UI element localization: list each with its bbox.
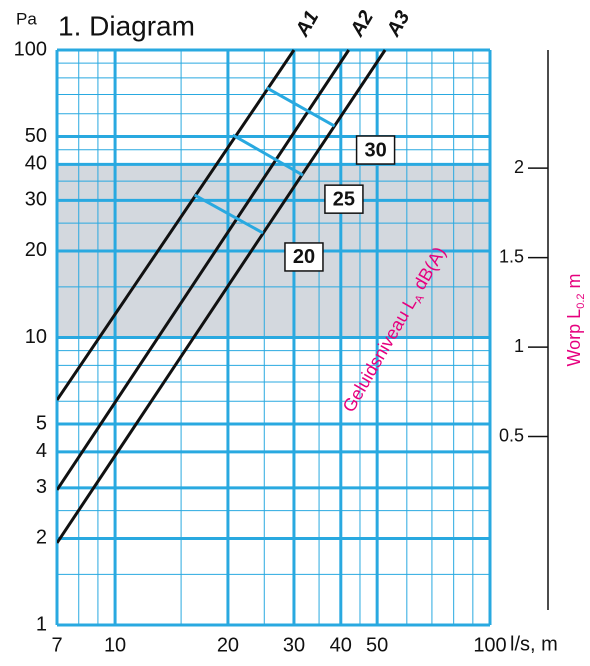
level-label: 25 (333, 188, 355, 210)
y-tick-label: 100 (14, 38, 47, 60)
x-tick-label: 10 (104, 634, 126, 656)
y-tick-label: 3 (36, 476, 47, 498)
y-tick-label: 20 (25, 239, 47, 261)
label-part: Worp L (564, 309, 584, 367)
line (57, 49, 387, 544)
line (57, 49, 350, 491)
x-axis-label: l/s, m (510, 633, 558, 655)
x-tick-label: 100 (473, 634, 506, 656)
line (266, 86, 336, 128)
y2-tick-label: 1.5 (499, 246, 524, 266)
y2-tick-label: 1 (514, 336, 524, 356)
y2-axis-label: Worp L0.2 m (564, 274, 587, 367)
line-label: A1 (291, 7, 323, 41)
level-box (324, 184, 364, 214)
label-part: 0.2 (575, 294, 587, 309)
y-tick-label: 30 (25, 189, 47, 211)
level-label: 20 (293, 246, 315, 268)
y2-tick-label: 0.5 (499, 425, 524, 445)
y-tick-label: 10 (25, 326, 47, 348)
level-box (284, 242, 324, 272)
x-tick-label: 50 (366, 634, 388, 656)
label-part: m (564, 274, 584, 294)
y-tick-label: 1 (36, 613, 47, 635)
y-tick-label: 40 (25, 153, 47, 175)
y-tick-label: 2 (36, 527, 47, 549)
x-tick-label: 40 (330, 634, 352, 656)
y-axis-label: Pa (16, 9, 37, 28)
line-label: A2 (346, 7, 378, 41)
line (193, 193, 264, 235)
x-tick-label: 7 (51, 634, 62, 656)
chart-title: 1. Diagram (58, 10, 195, 41)
line-label: A3 (382, 7, 414, 41)
x-tick-label: 30 (283, 634, 305, 656)
line (232, 133, 304, 177)
level-label: 30 (364, 139, 386, 161)
y2-tick-label: 2 (514, 157, 524, 177)
y-tick-label: 4 (36, 440, 47, 462)
x-tick-label: 20 (217, 634, 239, 656)
y-tick-label: 5 (36, 412, 47, 434)
line (57, 49, 296, 401)
y-tick-label: 50 (25, 125, 47, 147)
level-box (355, 135, 396, 165)
